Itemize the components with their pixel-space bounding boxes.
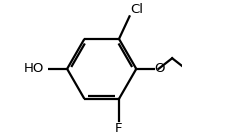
Text: Cl: Cl [130,3,143,16]
Text: HO: HO [24,62,44,75]
Text: O: O [154,62,164,75]
Text: F: F [115,122,122,135]
